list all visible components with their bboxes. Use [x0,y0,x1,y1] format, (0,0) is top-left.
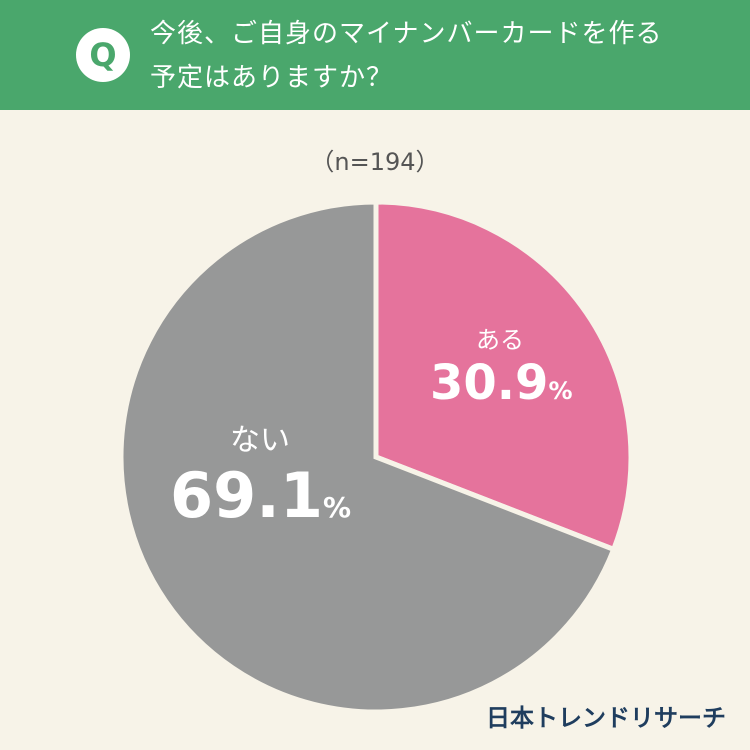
question-header: Q 今後、ご自身のマイナンバーカードを作る 予定はありますか？ [0,0,750,110]
question-badge: Q [76,28,130,82]
pie-slice-nai [118,199,617,715]
pie-slice-aru [373,199,634,553]
slice-value-aru: 30.9 [430,355,549,411]
slice-label-aru: ある 30.9% [430,320,573,411]
question-text: 今後、ご自身のマイナンバーカードを作る 予定はありますか？ [150,12,710,100]
brand-logo: 日本トレンドリサーチ [486,704,726,732]
sample-size-label: （n=194） [310,148,440,176]
slice-unit-nai: % [322,491,352,524]
question-line-1: 今後、ご自身のマイナンバーカードを作る [150,19,663,49]
slice-category-nai: ない [230,423,290,458]
question-line-2: 予定はありますか？ [150,63,394,93]
slice-value-nai: 69.1 [170,459,323,532]
slice-label-nai: ない 69.1% [170,415,352,532]
slice-unit-aru: % [548,377,573,405]
slice-category-aru: ある [476,326,524,354]
